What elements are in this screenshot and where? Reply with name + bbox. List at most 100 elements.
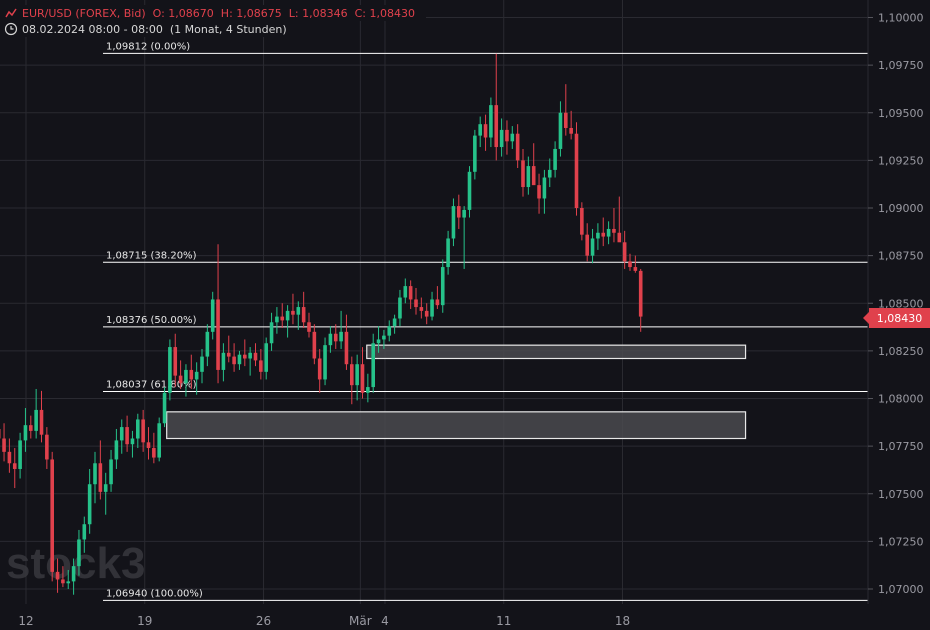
candle-body (483, 124, 488, 138)
candle-body (590, 238, 595, 256)
candle-body (446, 238, 450, 268)
y-tick-label: 1,07750 (878, 440, 924, 453)
candle-body (184, 369, 188, 384)
candle-body (178, 375, 183, 384)
candle-body (146, 442, 151, 449)
fib-label: 1,09812 (0.00%) (106, 41, 190, 52)
candle-body (376, 339, 381, 344)
candle-body (366, 387, 370, 393)
candle-body (50, 459, 54, 572)
candle-body (136, 419, 140, 439)
candle-body (29, 425, 33, 431)
candle-body (547, 169, 552, 178)
candle-body (301, 307, 306, 323)
last-price-tag: 1,08430 (863, 308, 930, 328)
candle-body (574, 133, 579, 208)
y-tick-label: 1,07500 (878, 488, 924, 501)
candle-body (23, 425, 28, 441)
candle-body (253, 352, 258, 361)
candle-body (162, 392, 167, 424)
candle-body (114, 440, 119, 460)
candle-body (398, 297, 402, 319)
candle-body (638, 270, 643, 317)
x-tick-label: 26 (256, 614, 271, 628)
candle-body (355, 364, 359, 386)
candle-body (103, 484, 108, 492)
candle-body (221, 352, 226, 370)
candle-body (71, 566, 76, 582)
candle-body (45, 434, 49, 460)
x-axis: 12 19 26 Mär 4 11 18 (18, 614, 630, 628)
candle-body (531, 166, 536, 186)
candle-body (371, 343, 375, 388)
candle-body (18, 440, 22, 469)
candle-datetime: 08.02.2024 08:00 - 08:00 (22, 22, 163, 36)
y-tick-label: 1,09750 (878, 59, 924, 72)
candle-body (606, 228, 611, 237)
y-tick-label: 1,07000 (878, 583, 924, 596)
clock-icon (4, 22, 18, 36)
zones (166, 344, 747, 440)
candle-body (424, 310, 429, 317)
candle-body (489, 105, 493, 138)
x-tick-label: Mär (349, 614, 372, 628)
candle-body (344, 331, 349, 365)
candle-body (585, 234, 589, 256)
candle-body (125, 427, 129, 445)
candle-body (39, 409, 44, 435)
candle-body (61, 579, 65, 584)
y-tick-label: 1,08500 (878, 297, 924, 310)
candle-body (467, 171, 472, 210)
candle-body (296, 307, 301, 315)
candle-body (194, 371, 199, 380)
fib-label: 1,08376 (50.00%) (106, 315, 197, 326)
candle-body (440, 267, 445, 306)
y-axis: 1,10000 1,09750 1,09500 1,09250 1,09000 1,087… (868, 12, 924, 596)
candle-body (403, 286, 408, 298)
candle-body (612, 228, 616, 233)
y-tick-label: 1,09000 (878, 202, 924, 215)
candle-body (633, 267, 638, 271)
candle-body (494, 105, 499, 148)
candle-body (269, 322, 274, 344)
timeframe: (1 Monat, 4 Stunden) (169, 22, 287, 36)
x-tick-label: 12 (18, 614, 33, 628)
candle-body (515, 133, 520, 161)
candle-body (360, 364, 365, 393)
candle-body (93, 463, 97, 485)
candle-body (232, 356, 236, 365)
candle-body (457, 206, 461, 218)
candle-body (617, 232, 622, 243)
symbol-name: EUR/USD (FOREX, Bid) (22, 6, 146, 20)
candle-body (2, 438, 6, 452)
candle-body (382, 335, 386, 340)
fib-label: 1,08037 (61.80%) (106, 379, 197, 390)
candle-body (226, 352, 231, 357)
candle-body (350, 364, 354, 386)
candle-body (291, 310, 295, 315)
candle-body (130, 438, 135, 445)
candle-body (216, 299, 220, 370)
candle-body (98, 463, 103, 492)
symbol-header: EUR/USD (FOREX, Bid) O: 1,08670 H: 1,086… (0, 5, 426, 21)
support-zone (166, 411, 747, 440)
candle-body (542, 177, 547, 199)
x-tick-label: 18 (615, 614, 630, 628)
candle-body (157, 423, 161, 458)
candle-body (7, 451, 12, 464)
candle-body (152, 448, 156, 458)
y-tick-label: 1,09500 (878, 107, 924, 120)
candle-body (580, 208, 584, 235)
high-value: H: 1,08675 (220, 6, 282, 20)
candle-body (82, 524, 87, 540)
candles (0, 53, 643, 595)
last-price-value: 1,08430 (876, 311, 923, 325)
y-tick-label: 1,08000 (878, 393, 924, 406)
time-header: 08.02.2024 08:00 - 08:00 (1 Monat, 4 Stu… (0, 21, 298, 37)
candle-body (248, 352, 252, 359)
candle-body (521, 160, 525, 188)
candle-body (505, 129, 509, 142)
candle-body (285, 310, 290, 321)
candle-body (173, 347, 178, 376)
